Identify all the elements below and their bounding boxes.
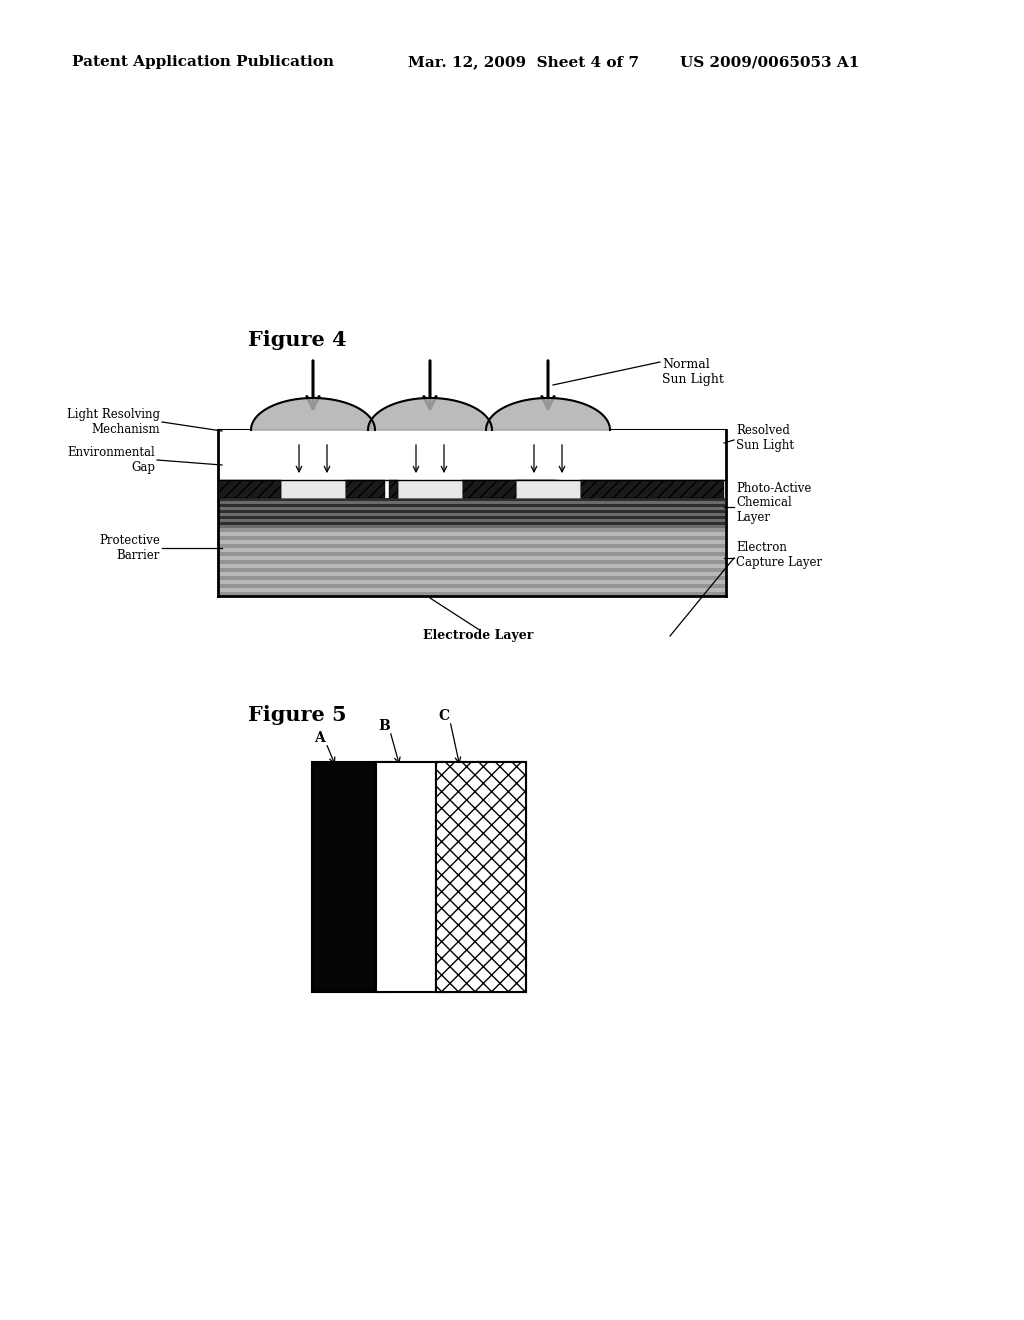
Text: Environmental
Gap: Environmental Gap <box>68 446 155 474</box>
Bar <box>219 552 725 556</box>
Bar <box>219 430 725 480</box>
Text: Electrode Layer: Electrode Layer <box>423 630 534 643</box>
Bar <box>219 532 725 536</box>
Bar <box>219 521 725 525</box>
Bar <box>219 568 725 572</box>
Bar <box>376 762 444 993</box>
Bar <box>516 480 580 498</box>
Bar <box>219 544 725 548</box>
Bar <box>580 480 724 498</box>
Bar <box>219 591 725 597</box>
Polygon shape <box>486 399 610 430</box>
Bar <box>219 510 725 513</box>
Text: Light Resolving
Mechanism: Light Resolving Mechanism <box>67 408 160 436</box>
Text: Photo-Active
Chemical
Layer: Photo-Active Chemical Layer <box>736 482 811 524</box>
Text: Protective
Barrier: Protective Barrier <box>99 535 160 562</box>
Bar <box>219 519 725 521</box>
Bar <box>219 525 725 528</box>
Bar <box>345 480 385 498</box>
Text: Figure 5: Figure 5 <box>248 705 347 725</box>
Bar <box>462 480 555 498</box>
Bar <box>219 576 725 579</box>
Bar <box>219 536 725 540</box>
Text: B: B <box>378 719 390 733</box>
Text: A: A <box>314 731 325 744</box>
Text: Resolved
Sun Light: Resolved Sun Light <box>736 424 794 451</box>
Bar <box>312 762 390 993</box>
Text: C: C <box>438 709 450 723</box>
Bar <box>220 480 281 498</box>
Bar <box>219 498 725 502</box>
Bar <box>219 528 725 532</box>
Bar <box>436 762 526 993</box>
Bar <box>219 516 725 519</box>
Polygon shape <box>251 399 375 430</box>
Bar <box>219 560 725 564</box>
Bar <box>398 480 462 498</box>
Text: Electron
Capture Layer: Electron Capture Layer <box>736 541 822 569</box>
Bar <box>219 502 725 504</box>
Bar <box>219 540 725 544</box>
Bar <box>436 762 526 993</box>
Bar <box>219 556 725 560</box>
Text: Mar. 12, 2009  Sheet 4 of 7: Mar. 12, 2009 Sheet 4 of 7 <box>408 55 639 69</box>
Bar <box>219 564 725 568</box>
Text: Figure 4: Figure 4 <box>248 330 347 350</box>
Bar <box>219 507 725 510</box>
Polygon shape <box>368 399 492 430</box>
Text: Normal
Sun Light: Normal Sun Light <box>662 358 724 385</box>
Bar <box>219 572 725 576</box>
Bar <box>219 548 725 552</box>
Text: US 2009/0065053 A1: US 2009/0065053 A1 <box>680 55 859 69</box>
Bar <box>281 480 345 498</box>
Text: Patent Application Publication: Patent Application Publication <box>72 55 334 69</box>
Bar <box>219 504 725 507</box>
Bar <box>219 579 725 583</box>
Bar <box>219 513 725 516</box>
Bar <box>219 583 725 587</box>
Bar <box>219 587 725 591</box>
Bar <box>389 480 398 498</box>
Bar <box>516 480 559 498</box>
